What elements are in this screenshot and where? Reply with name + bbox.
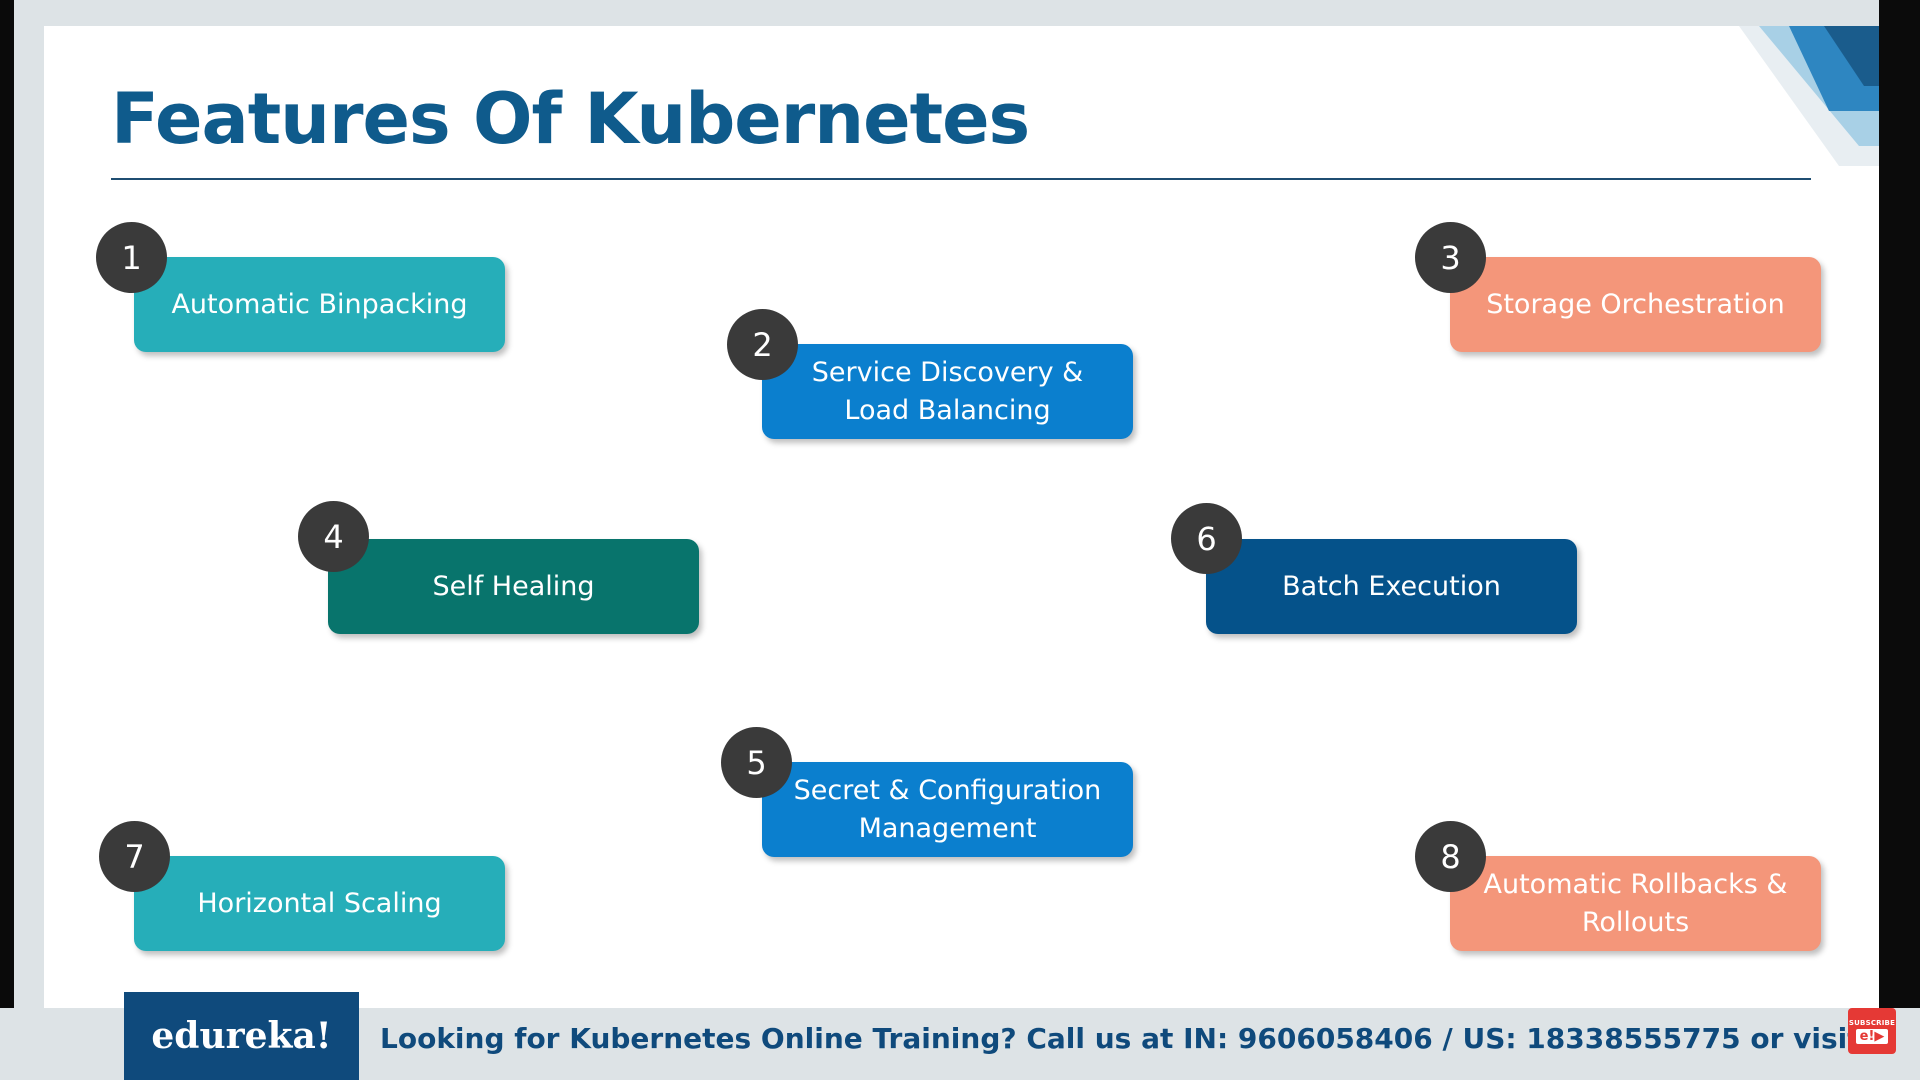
feature-number-badge: 2 bbox=[727, 309, 798, 380]
feature-box[interactable]: Horizontal Scaling bbox=[134, 856, 505, 951]
feature-number-badge: 5 bbox=[721, 727, 792, 798]
feature-number-badge: 8 bbox=[1415, 821, 1486, 892]
footer-promo-text: Looking for Kubernetes Online Training? … bbox=[380, 1022, 1860, 1055]
feature-number-badge: 3 bbox=[1415, 222, 1486, 293]
title-divider bbox=[111, 178, 1811, 180]
feature-box[interactable]: Storage Orchestration bbox=[1450, 257, 1821, 352]
subscribe-button[interactable]: SUBSCRIBE e!▶ bbox=[1848, 1008, 1896, 1054]
right-frame-strip bbox=[1879, 0, 1920, 1080]
subscribe-label: SUBSCRIBE bbox=[1848, 1018, 1896, 1027]
page-title: Features Of Kubernetes bbox=[111, 78, 1030, 160]
edureka-logo: edureka! bbox=[124, 992, 359, 1080]
feature-number-badge: 1 bbox=[96, 222, 167, 293]
corner-stripes-decoration-icon bbox=[1739, 26, 1879, 166]
feature-box[interactable]: Automatic Binpacking bbox=[134, 257, 505, 352]
subscribe-icon: e!▶ bbox=[1855, 1028, 1889, 1044]
slide: Features Of Kubernetes Automatic Binpack… bbox=[44, 26, 1879, 1008]
feature-box[interactable]: Automatic Rollbacks & Rollouts bbox=[1450, 856, 1821, 951]
feature-box[interactable]: Secret & Configuration Management bbox=[762, 762, 1133, 857]
feature-box[interactable]: Service Discovery & Load Balancing bbox=[762, 344, 1133, 439]
feature-box[interactable]: Batch Execution bbox=[1206, 539, 1577, 634]
left-frame-strip bbox=[0, 0, 14, 1080]
feature-box[interactable]: Self Healing bbox=[328, 539, 699, 634]
feature-number-badge: 6 bbox=[1171, 503, 1242, 574]
feature-number-badge: 4 bbox=[298, 501, 369, 572]
feature-number-badge: 7 bbox=[99, 821, 170, 892]
